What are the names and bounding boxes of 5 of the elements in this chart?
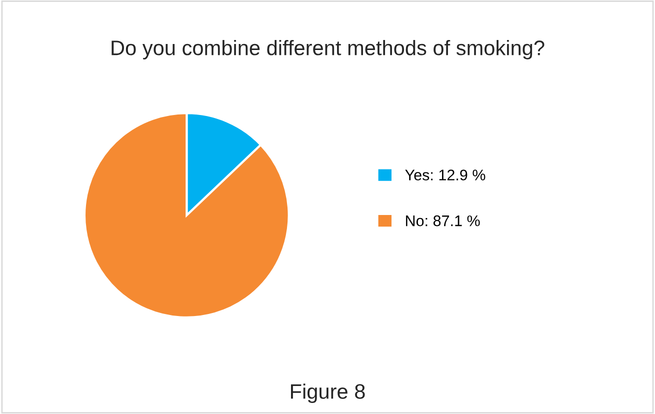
caption: Figure 8 [291, 384, 365, 404]
legend-label: Yes: 12.9 % [405, 170, 486, 180]
legend-label: No: 87.1 % [406, 215, 480, 226]
pie-slice [83, 112, 290, 319]
chart-title: Do you combine different methods of smoking? [112, 40, 544, 60]
